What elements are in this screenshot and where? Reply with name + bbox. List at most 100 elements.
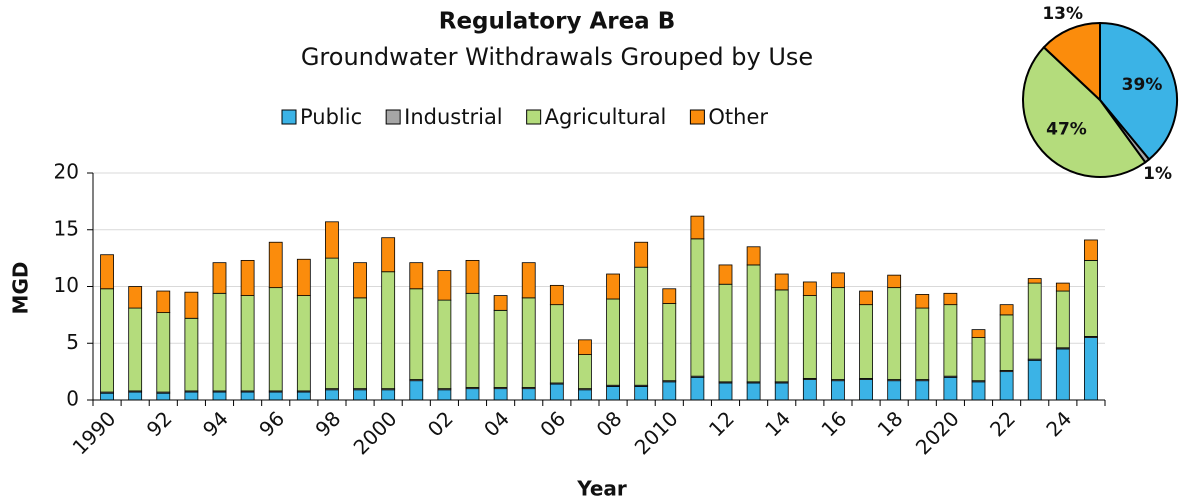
bar-segment [437, 389, 452, 401]
x-tick-label: 22 [985, 406, 1020, 441]
bar-segment [268, 241, 283, 289]
bar-segment [437, 299, 452, 390]
bar-segment [634, 266, 649, 386]
bar-segment [184, 391, 199, 401]
bar-segment [662, 303, 677, 382]
bar-segment [240, 295, 255, 392]
x-tick-label: 92 [142, 406, 177, 441]
chart-title: Regulatory Area B [439, 9, 676, 35]
legend-swatch [281, 109, 297, 125]
bar-segment [802, 281, 817, 296]
bar-segment [802, 379, 817, 401]
bar-segment [521, 262, 536, 299]
bar-segment [1084, 239, 1098, 261]
bar-segment [296, 295, 311, 392]
bar-segment [690, 376, 705, 401]
bar-segment [325, 221, 339, 259]
x-tick-label: 96 [254, 406, 289, 441]
bar-segment [184, 291, 199, 319]
bar-segment [325, 389, 339, 401]
bar-segment [634, 241, 649, 268]
x-tick-label: 12 [704, 406, 739, 441]
x-tick-label: 1990 [68, 406, 121, 459]
bar-segment [606, 385, 620, 401]
y-tick-label: 5 [66, 330, 79, 354]
bar-segment [971, 329, 986, 338]
bar-segment [915, 380, 930, 401]
pie-label: 13% [1042, 4, 1083, 24]
bar-segment [409, 288, 424, 380]
bar-segment [662, 288, 677, 304]
bar-segment [831, 287, 845, 380]
x-tick-label: 94 [198, 406, 233, 441]
pie-slice [1099, 21, 1178, 161]
bar-segment [802, 295, 817, 379]
bar-segment [493, 309, 508, 388]
bar-segment [156, 312, 171, 393]
bar-segment [831, 380, 845, 401]
bar-segment [915, 294, 930, 309]
x-axis-label: Year [576, 477, 627, 501]
bar-segment [1027, 359, 1042, 401]
bar-segment [718, 382, 733, 401]
bar-segment [549, 383, 564, 401]
bar-segment [746, 246, 761, 266]
bar-segment [353, 262, 367, 299]
bar-segment [690, 215, 705, 240]
bar-segment [521, 388, 536, 401]
x-tick-label: 2010 [630, 406, 683, 459]
bar-segment [887, 380, 902, 401]
bar-segment [240, 259, 255, 296]
bar-segment [1055, 348, 1070, 401]
bar-segment [437, 270, 452, 301]
y-tick-label: 20 [54, 160, 79, 184]
legend-label: Public [300, 105, 362, 129]
bar-segment [1084, 259, 1098, 337]
bar-segment [915, 307, 930, 380]
bar-segment [999, 314, 1014, 371]
y-tick-label: 15 [54, 216, 79, 240]
bar-segment [381, 237, 396, 273]
bar-segment [212, 391, 227, 401]
bar-segment [156, 392, 171, 401]
chart-subtitle: Groundwater Withdrawals Grouped by Use [301, 43, 813, 71]
bar-segment [690, 238, 705, 377]
y-tick-label: 0 [66, 387, 79, 411]
bar-segment [859, 304, 873, 379]
bar-segment [409, 262, 424, 290]
x-tick-label: 06 [535, 406, 570, 441]
bar-segment [718, 264, 733, 285]
bar-segment [662, 381, 677, 401]
bar-segment [606, 298, 620, 386]
bar-segment [128, 391, 143, 401]
bar-segment [381, 271, 396, 390]
bar-segment [746, 382, 761, 401]
bar-segment [549, 304, 564, 384]
pie-slice [1022, 45, 1147, 178]
bar-segment [521, 297, 536, 388]
y-axis-label: MGD [9, 262, 33, 315]
bar-segment [493, 295, 508, 311]
pie-label: 47% [1046, 120, 1087, 140]
bar-segment [100, 392, 114, 401]
x-tick-label: 14 [760, 406, 795, 441]
bar-segment [887, 287, 902, 380]
bar-segment [971, 381, 986, 401]
y-tick-label: 10 [54, 273, 79, 297]
legend-label: Other [708, 105, 768, 129]
bar-segment [268, 287, 283, 392]
bar-segment [774, 382, 789, 401]
x-tick-label: 2000 [349, 406, 402, 459]
bar-segment [1027, 278, 1042, 284]
bar-segment [184, 317, 199, 392]
bar-segment [1055, 290, 1070, 349]
bar-segment [268, 391, 283, 401]
bar-segment [831, 272, 845, 289]
bar-segment [353, 297, 367, 390]
bar-segment [1084, 337, 1098, 401]
bar-segment [606, 273, 620, 300]
pie-label: 1% [1143, 164, 1172, 184]
bar-segment [465, 292, 480, 388]
bar-segment [493, 388, 508, 401]
